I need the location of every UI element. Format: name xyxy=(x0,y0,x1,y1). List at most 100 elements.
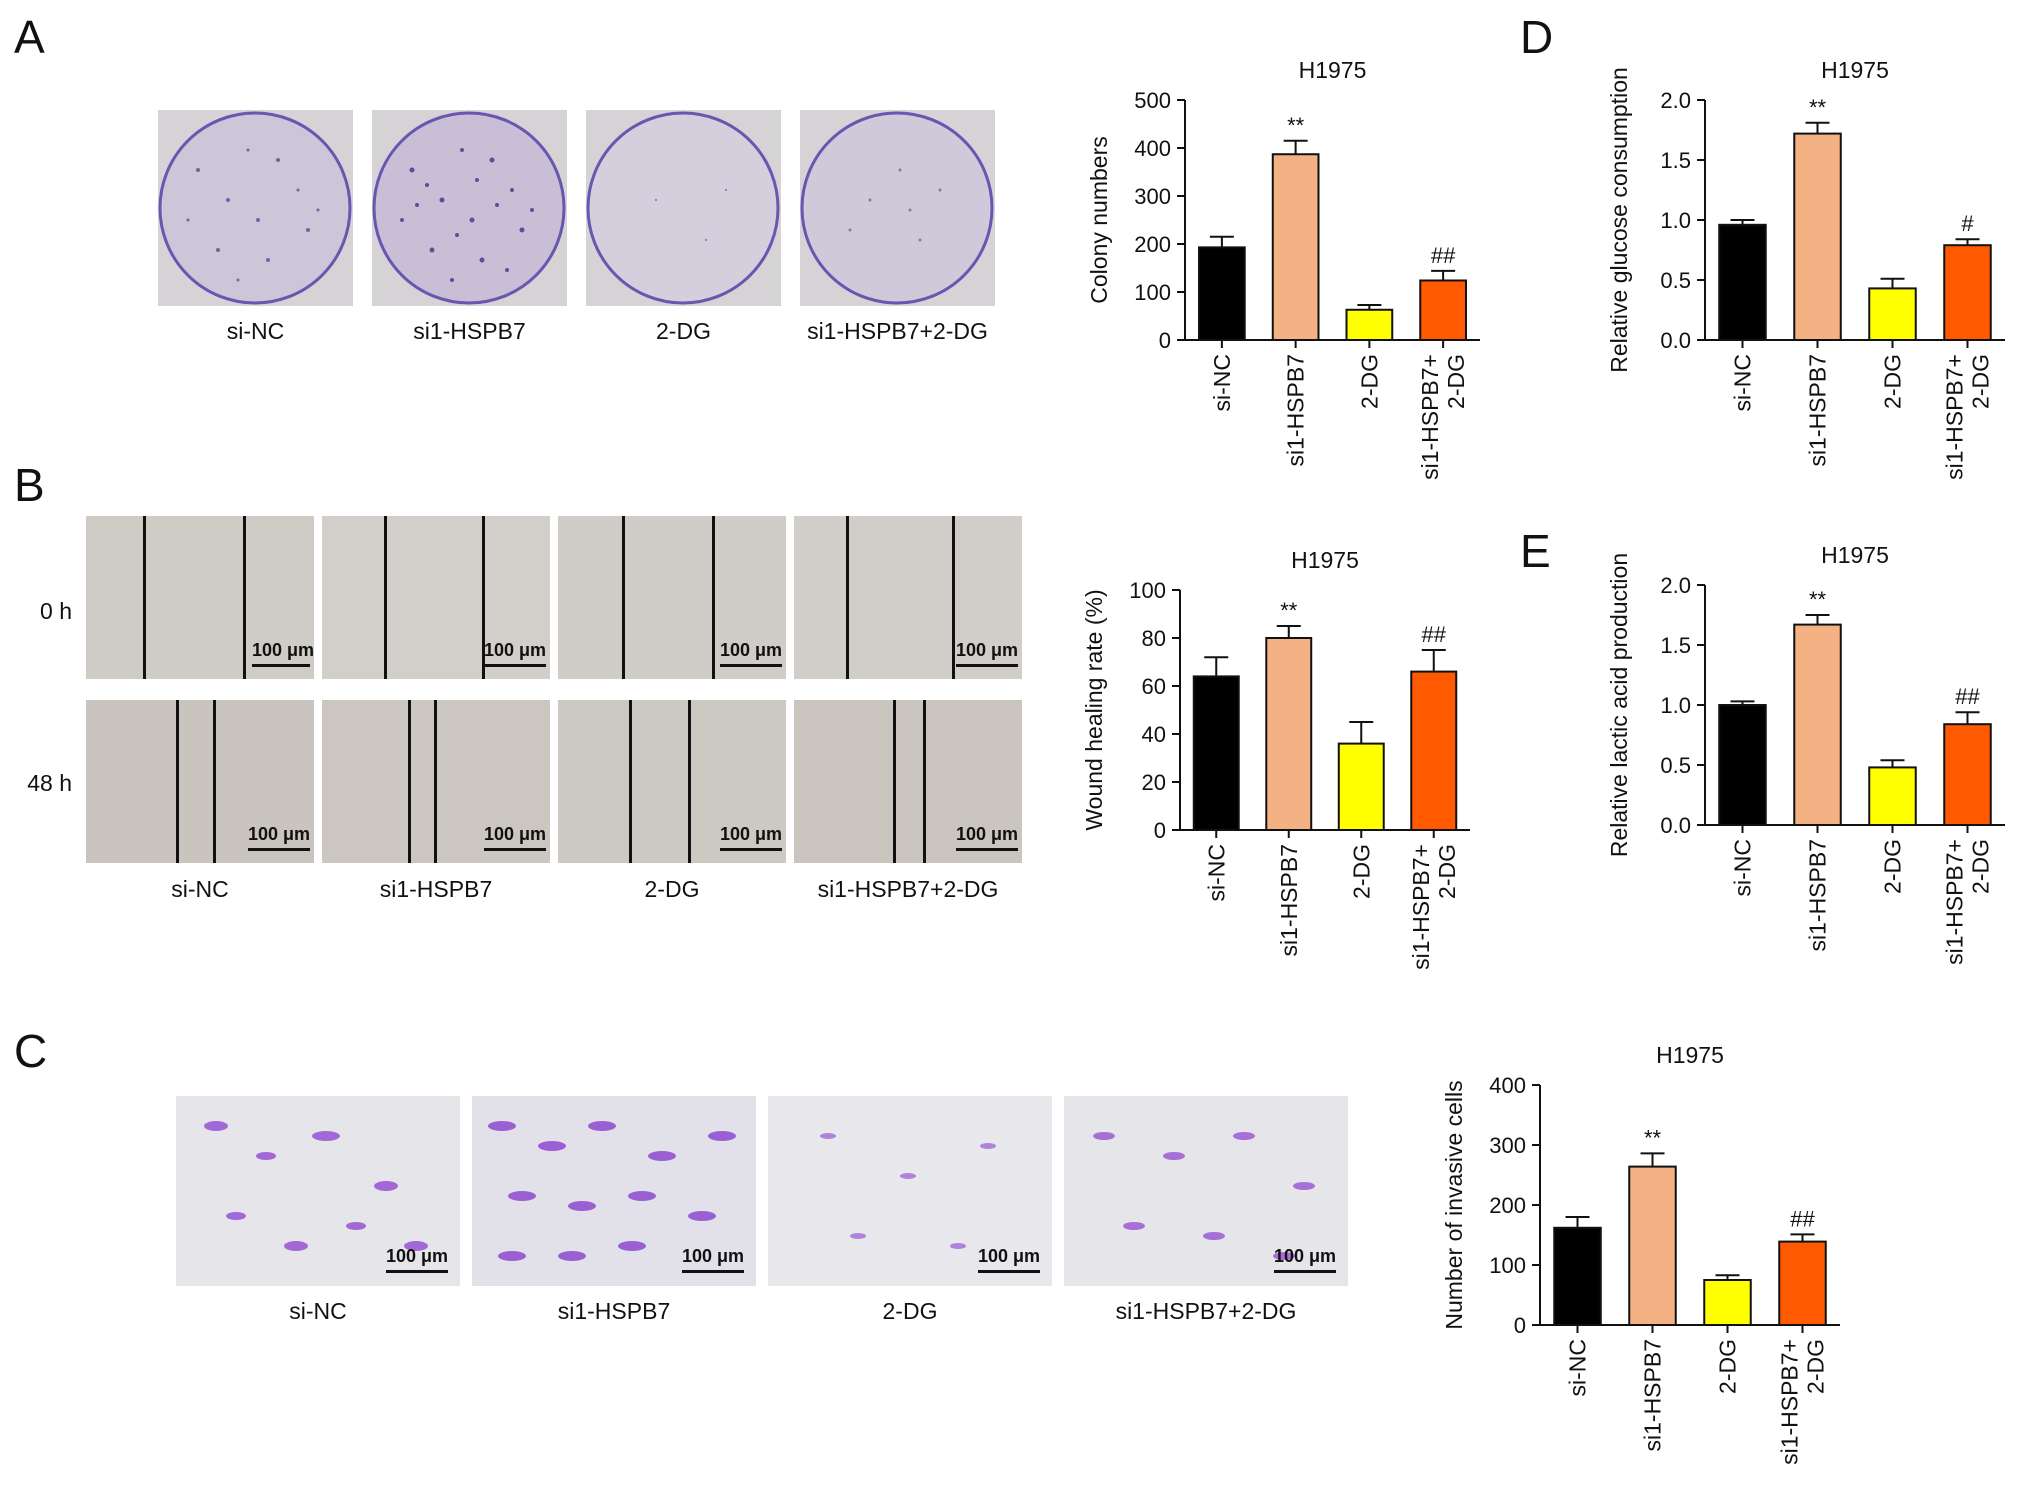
row-label-0h: 0 h xyxy=(40,598,72,624)
panel-c-caption-3: 2-DG xyxy=(882,1298,938,1324)
y-axis-label: Number of invasive cells xyxy=(1441,1080,1467,1329)
bar-1 xyxy=(1198,246,1246,341)
x-tick-label: si1-HSPB7+ 2-DG xyxy=(1417,354,1469,480)
x-tick-label-line: si-NC xyxy=(1730,839,1756,897)
significance-label: # xyxy=(1961,211,1974,236)
x-tick-label: si1-HSPB7+ 2-DG xyxy=(1942,839,1994,965)
x-tick-label-line: si1-HSPB7+ xyxy=(1942,354,1968,480)
panel-b-caption-1: si-NC xyxy=(171,876,229,902)
y-tick-label: 1.0 xyxy=(1660,693,1691,718)
scale-bar-label: 100 μm xyxy=(720,640,783,660)
chart-svg: H1975 0.0 0.5 1.0 1.5 2.0 Relative lactic acid… xyxy=(1606,542,2005,965)
x-tick-label-line: 2-DG xyxy=(1968,354,1994,409)
x-tick-label-line: 2-DG xyxy=(1443,354,1469,409)
y-tick-label: 400 xyxy=(1134,136,1171,161)
wound-image-48h-si1-hspb7-2-dg: 100 μm xyxy=(794,700,1022,863)
x-tick-label-line: si1-HSPB7 xyxy=(1276,844,1302,956)
x-tick-label: si1-HSPB7 xyxy=(1805,354,1831,466)
x-tick-label-line: si1-HSPB7+ xyxy=(1417,354,1443,480)
y-tick-label: 80 xyxy=(1142,626,1166,651)
bar-4 xyxy=(1943,244,1992,341)
bar-2 xyxy=(1265,637,1313,831)
x-tick-label-line: 2-DG xyxy=(1968,839,1994,894)
wound-image-0h-si1-hspb7: 100 μm xyxy=(322,516,550,679)
y-tick-label: 300 xyxy=(1489,1133,1526,1158)
x-tick-label: si-NC xyxy=(1730,354,1756,412)
y-tick-label: 40 xyxy=(1142,722,1166,747)
bar-4 xyxy=(1419,279,1467,341)
y-tick-label: 1.0 xyxy=(1660,208,1691,233)
bar-3 xyxy=(1868,287,1917,341)
significance-label: ## xyxy=(1422,622,1447,647)
bar-4 xyxy=(1778,1240,1827,1327)
significance-label: ## xyxy=(1431,243,1456,268)
x-tick-label-line: si1-HSPB7+ xyxy=(1942,839,1968,965)
panel-a-caption-3: 2-DG xyxy=(656,318,711,344)
y-tick-label: 200 xyxy=(1134,232,1171,257)
x-tick-label: si1-HSPB7 xyxy=(1640,1339,1666,1451)
y-tick-label: 0 xyxy=(1159,328,1171,353)
x-tick-label: si1-HSPB7+ 2-DG xyxy=(1942,354,1994,480)
wound-image-48h-si1-hspb7: 100 μm xyxy=(322,700,550,863)
y-tick-label: 400 xyxy=(1489,1073,1526,1098)
bar-1 xyxy=(1553,1226,1602,1326)
bar-3 xyxy=(1345,308,1394,342)
y-axis-label: Wound healing rate (%) xyxy=(1081,589,1107,830)
y-tick-label: 0.0 xyxy=(1660,328,1691,353)
x-tick-label-line: 2-DG xyxy=(1880,839,1906,894)
x-tick-label: si-NC xyxy=(1730,839,1756,897)
invasion-image-si1-hspb7: 100 μm xyxy=(472,1096,756,1286)
scale-bar-label: 100 μm xyxy=(720,824,783,844)
x-tick-label-line: si-NC xyxy=(1203,844,1229,902)
x-tick-label-line: si1-HSPB7 xyxy=(1640,1339,1666,1451)
x-tick-label-line: 2-DG xyxy=(1803,1339,1829,1394)
x-tick-label: si-NC xyxy=(1565,1339,1591,1397)
panel-a-caption-1: si-NC xyxy=(226,318,285,344)
x-tick-label-line: si1-HSPB7 xyxy=(1283,354,1309,466)
y-tick-label: 1.5 xyxy=(1660,148,1691,173)
x-tick-label-line: si-NC xyxy=(1209,354,1235,412)
x-tick-label-line: si1-HSPB7+ xyxy=(1408,844,1434,970)
bar-4 xyxy=(1410,670,1458,831)
bar-3 xyxy=(1868,766,1917,826)
y-tick-label: 20 xyxy=(1142,770,1166,795)
chart-title: H1975 xyxy=(1299,57,1367,83)
scale-bar-label: 100 μm xyxy=(386,1246,449,1266)
chart-svg: H1975 0 100 200 300 400 500 Colony numbers si-NC… xyxy=(1086,57,1480,480)
invasion-image-si1-hspb7-2-dg: 100 μm xyxy=(1064,1096,1348,1286)
bar-2 xyxy=(1271,153,1320,341)
wound-image-0h-si-nc: 100 μm xyxy=(86,516,314,679)
y-tick-label: 100 xyxy=(1134,280,1171,305)
x-tick-label: si1-HSPB7+ 2-DG xyxy=(1777,1339,1829,1465)
chart-title: H1975 xyxy=(1291,547,1359,573)
scale-bar-label: 100 μm xyxy=(484,640,547,660)
panel-c-caption-1: si-NC xyxy=(289,1298,347,1324)
colony-dish-image-2-dg xyxy=(586,110,781,306)
chart-svg: H1975 0 20 40 60 80 100 Wound healing rate (%) s… xyxy=(1081,547,1470,970)
chart-number-of-invasive-cells: H1975 0 100 200 300 400 Number of invasive cel… xyxy=(1420,1042,1860,1480)
significance-label: ## xyxy=(1955,684,1980,709)
panel-letter-e: E xyxy=(1520,525,1551,577)
y-tick-label: 200 xyxy=(1489,1193,1526,1218)
y-axis-label: Relative glucose consumption xyxy=(1606,67,1632,373)
x-tick-label: si-NC xyxy=(1209,354,1235,412)
x-tick-label-line: si-NC xyxy=(1730,354,1756,412)
significance-label: ** xyxy=(1280,598,1298,623)
scale-bar-label: 100 μm xyxy=(956,824,1019,844)
y-tick-label: 0 xyxy=(1154,818,1166,843)
chart-wound-healing-rate: H1975 0 20 40 60 80 100 Wound healing rate (%) s… xyxy=(1070,547,1500,995)
x-tick-label-line: si1-HSPB7 xyxy=(1805,354,1831,466)
row-label-48h: 48 h xyxy=(27,770,72,796)
x-tick-label: si-NC xyxy=(1203,844,1229,902)
panel-a-caption-4: si1-HSPB7+2-DG xyxy=(807,318,988,344)
y-tick-label: 0.0 xyxy=(1660,813,1691,838)
y-tick-label: 0.5 xyxy=(1660,268,1691,293)
panel-letter-a: A xyxy=(14,11,45,63)
invasion-image-si-nc: 100 μm xyxy=(176,1096,460,1286)
y-tick-label: 0.5 xyxy=(1660,753,1691,778)
y-tick-label: 2.0 xyxy=(1660,88,1691,113)
panel-c-caption-4: si1-HSPB7+2-DG xyxy=(1115,1298,1297,1324)
x-tick-label: 2-DG xyxy=(1880,839,1906,894)
colony-dish-image-si1-hspb7 xyxy=(372,110,567,306)
significance-label: ## xyxy=(1790,1206,1815,1231)
